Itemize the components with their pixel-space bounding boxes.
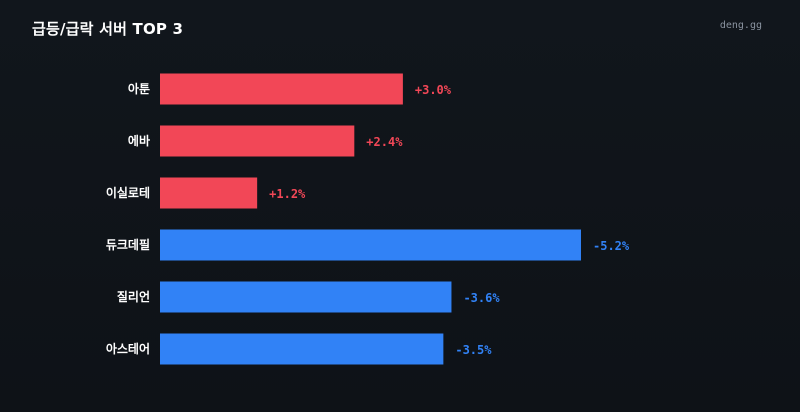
brand-watermark: deng.gg <box>719 20 762 31</box>
category-label: 아툰 <box>128 81 150 96</box>
bar <box>160 177 258 209</box>
category-label: 질리언 <box>117 289 150 304</box>
bar <box>160 333 444 365</box>
value-label: +3.0% <box>415 83 452 97</box>
bar <box>160 125 355 157</box>
value-label: -3.5% <box>455 343 492 357</box>
bar <box>160 73 403 105</box>
category-label: 아스테어 <box>106 341 150 356</box>
bar <box>160 229 581 261</box>
category-label: 에바 <box>128 133 150 148</box>
value-label: -5.2% <box>593 239 630 253</box>
category-label: 이실로테 <box>106 185 150 200</box>
bar <box>160 281 452 313</box>
value-label: +1.2% <box>269 187 306 201</box>
category-label: 듀크데필 <box>106 237 150 252</box>
value-label: -3.6% <box>463 291 500 305</box>
value-label: +2.4% <box>366 135 403 149</box>
chart-title: 급등/급락 서버 TOP 3 <box>32 20 184 38</box>
